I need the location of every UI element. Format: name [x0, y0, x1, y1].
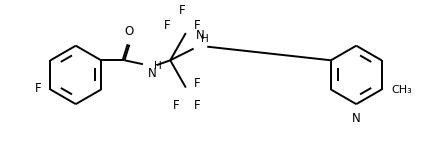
Text: F: F [194, 99, 200, 112]
Text: H: H [201, 34, 209, 44]
Text: N: N [352, 112, 361, 125]
Text: H: H [154, 61, 161, 71]
Text: F: F [164, 19, 170, 32]
Text: F: F [173, 99, 180, 112]
Text: O: O [125, 25, 134, 38]
Text: F: F [194, 19, 200, 32]
Text: N: N [148, 67, 157, 80]
Text: N: N [196, 29, 204, 42]
Text: CH₃: CH₃ [391, 85, 412, 94]
Text: F: F [194, 77, 200, 90]
Text: F: F [35, 82, 42, 95]
Text: F: F [179, 4, 185, 17]
